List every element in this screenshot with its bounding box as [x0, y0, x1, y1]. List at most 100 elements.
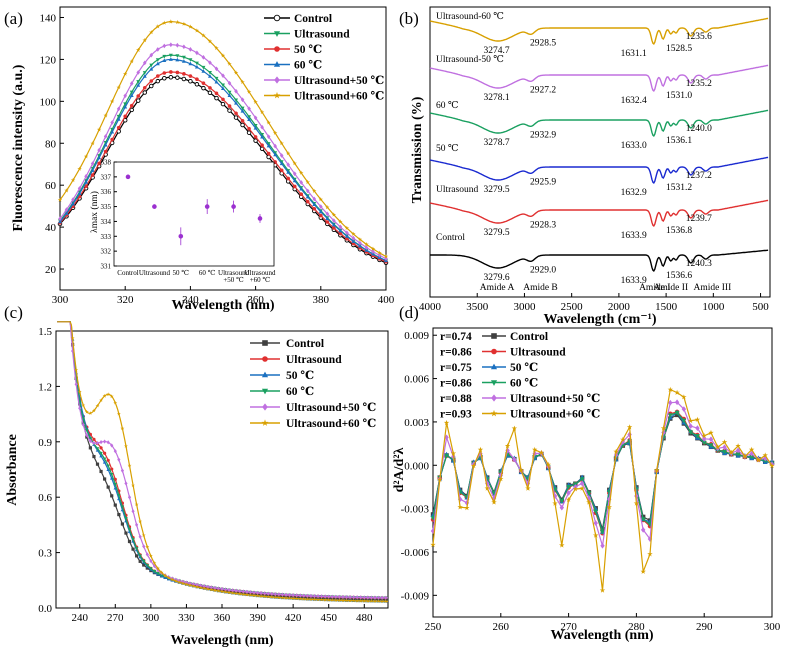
data-point	[701, 440, 707, 446]
data-point	[64, 207, 69, 212]
panel-b-xtick-label: 1000	[702, 301, 725, 313]
data-point	[84, 174, 88, 179]
data-point	[99, 398, 103, 402]
data-point	[383, 599, 388, 603]
peak-label: 1536.1	[666, 136, 692, 146]
data-point	[127, 495, 132, 500]
data-point	[377, 250, 382, 255]
data-point	[88, 436, 93, 441]
data-point	[162, 75, 167, 81]
data-point	[162, 20, 167, 25]
data-point	[180, 581, 185, 586]
panel-a-ytick-label: 20	[45, 264, 57, 276]
data-point	[708, 436, 714, 443]
panel-c-ytick-label: 0.6	[38, 492, 52, 504]
data-point	[181, 21, 187, 26]
peak-label: 2925.9	[530, 177, 556, 187]
data-point	[95, 403, 100, 408]
series-ultrasound-50	[58, 42, 388, 261]
panel-a-xtick-label: 320	[117, 294, 134, 306]
data-point	[102, 460, 107, 464]
data-point	[149, 83, 154, 89]
data-point	[182, 72, 186, 76]
legend-entry: Ultrasound+50 ℃	[510, 393, 601, 405]
panel-a-ytick-label: 40	[45, 222, 57, 234]
data-point	[201, 33, 206, 38]
inset-ytick-label: 332	[101, 248, 112, 256]
data-point	[238, 589, 242, 594]
data-point	[109, 476, 114, 480]
panel-c-xtick-label: 330	[178, 612, 195, 624]
data-point	[721, 439, 728, 445]
data-point	[276, 595, 281, 600]
peak-label: 1633.0	[621, 141, 647, 151]
series-name-label: 50 ℃	[436, 144, 459, 154]
data-point	[194, 64, 199, 69]
data-point	[57, 197, 63, 202]
data-point	[633, 500, 640, 506]
data-point	[233, 115, 239, 120]
peak-label: 2932.9	[530, 130, 556, 140]
data-point	[287, 596, 292, 600]
data-point	[142, 71, 147, 75]
legend-entry: Ultrasound	[510, 347, 566, 359]
data-point	[277, 592, 281, 597]
data-point	[370, 246, 376, 251]
data-point	[227, 90, 232, 95]
data-point	[109, 473, 114, 477]
data-point	[260, 134, 265, 139]
panel-c-xtick-label: 270	[107, 612, 124, 624]
series-line-50	[429, 156, 769, 184]
data-point	[194, 61, 199, 66]
data-point	[331, 222, 336, 227]
data-point	[344, 225, 350, 230]
data-point	[279, 153, 284, 158]
data-point	[110, 127, 115, 132]
data-point	[90, 168, 95, 172]
data-point	[634, 493, 639, 499]
data-point	[116, 125, 121, 130]
data-point	[359, 595, 363, 600]
data-point	[81, 422, 85, 427]
panel-d-ytick-label: 0.003	[404, 417, 429, 429]
data-point	[430, 541, 436, 548]
data-point	[214, 95, 219, 101]
data-point	[667, 386, 673, 392]
data-point	[129, 90, 134, 95]
data-point	[123, 71, 128, 76]
data-point	[688, 430, 694, 435]
data-point	[351, 231, 356, 236]
data-point	[484, 485, 490, 491]
data-point	[253, 99, 258, 104]
data-point	[113, 449, 117, 454]
data-point	[376, 599, 381, 603]
data-point	[64, 211, 69, 215]
data-point	[195, 584, 200, 589]
data-point	[681, 418, 687, 423]
legend-marker	[262, 340, 268, 346]
data-point	[124, 481, 128, 486]
data-point	[58, 219, 62, 224]
data-point	[110, 120, 114, 125]
data-point	[181, 76, 187, 82]
data-point	[202, 584, 206, 589]
data-point	[364, 245, 369, 250]
data-point	[312, 196, 317, 202]
data-point	[491, 499, 497, 505]
data-point	[71, 201, 76, 206]
peak-label: 3278.7	[484, 138, 510, 148]
data-point	[113, 503, 117, 507]
data-point	[240, 119, 245, 123]
data-point	[77, 389, 82, 394]
data-point	[626, 424, 633, 430]
panel-a-xtick-label: 380	[313, 294, 330, 306]
legend-entry: Ultrasound+60 ℃	[510, 409, 601, 421]
series-line-ultrasound	[432, 411, 773, 534]
data-point	[145, 563, 150, 568]
data-point	[175, 54, 180, 58]
data-point	[181, 55, 186, 60]
data-point	[694, 416, 701, 422]
legend-r-value: r=0.86	[440, 347, 472, 359]
data-point	[138, 519, 143, 524]
panel-b: (b) 4000 3500 3000 2500 2000 1500 1000 500 Wave…	[399, 6, 771, 327]
